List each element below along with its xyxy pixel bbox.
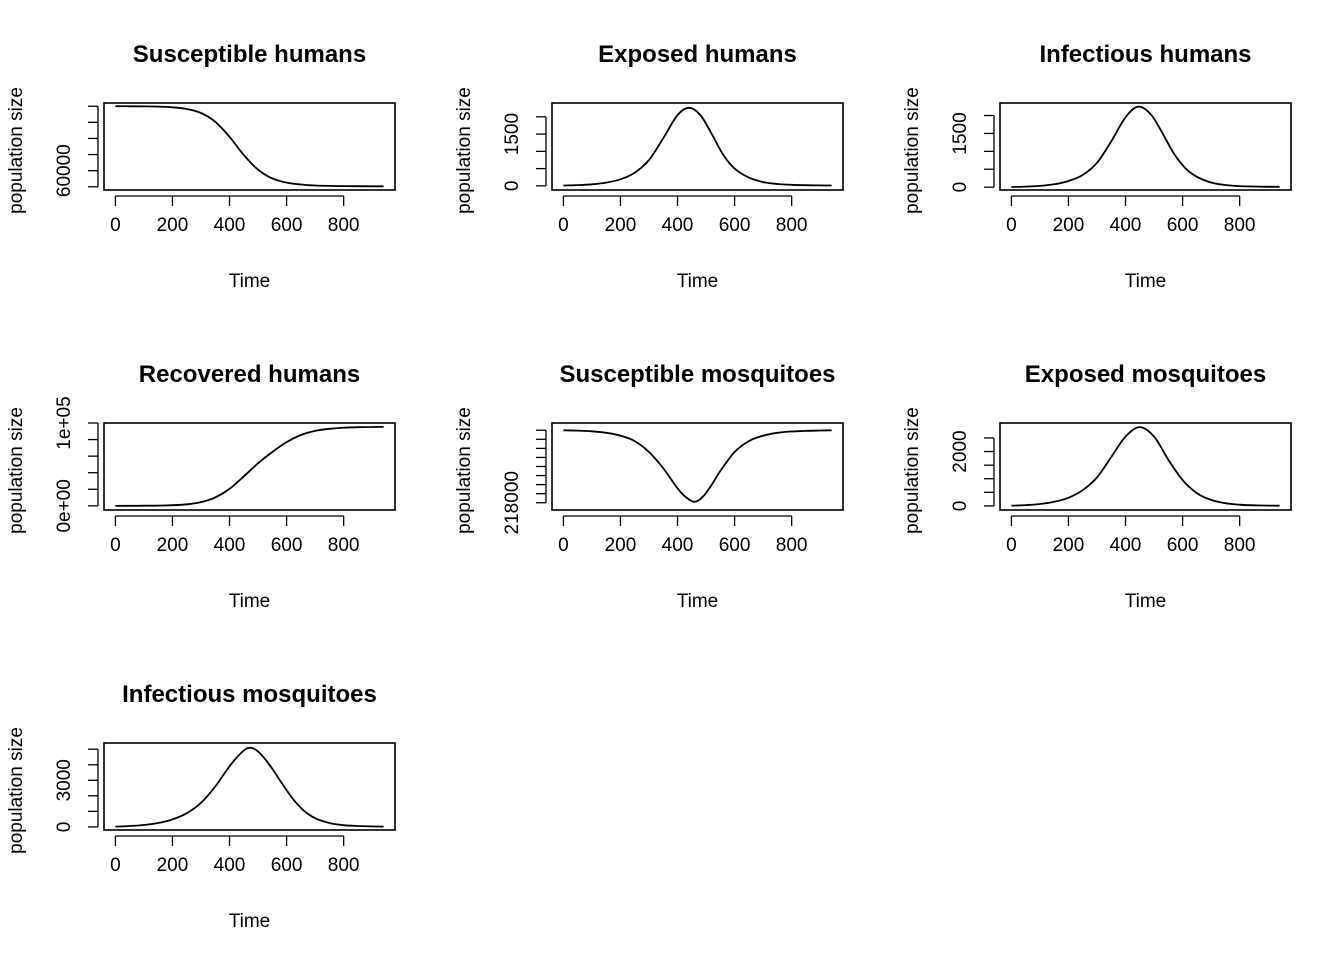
panel-5: Susceptible mosquitoes 0 200 400 600 800 21800…	[454, 361, 844, 612]
x-tick-label: 600	[1167, 535, 1199, 556]
x-tick-label: 200	[605, 215, 637, 236]
x-tick-label: 200	[1053, 215, 1085, 236]
x-tick-label: 0	[110, 535, 121, 556]
series-line	[563, 429, 832, 503]
x-axis-label: Time	[677, 591, 719, 612]
plot-frame	[103, 102, 396, 191]
x-tick-label: 400	[214, 855, 246, 876]
panel-title: Exposed mosquitoes	[1025, 361, 1266, 388]
panel-7: Infectious mosquitoes 0 200 400 600 800 0 3000 T…	[6, 681, 396, 932]
panel-3: Infectious humans 0 200 400 600 800 0 1500 Time p…	[902, 41, 1292, 292]
panel-title: Susceptible humans	[133, 41, 366, 68]
x-tick-label: 600	[271, 855, 303, 876]
panel-title: Susceptible mosquitoes	[559, 361, 835, 388]
x-tick-label: 800	[776, 215, 808, 236]
panel-4: Recovered humans 0 200 400 600 800 0e+00 1e+05 T…	[6, 361, 396, 612]
y-axis-label: population size	[454, 87, 475, 214]
panel-2: Exposed humans 0 200 400 600 800 0 1500 Time popu…	[454, 41, 844, 292]
x-axis-label: Time	[229, 271, 271, 292]
x-tick-label: 400	[662, 535, 694, 556]
series-line	[1011, 426, 1280, 507]
panel-title: Infectious mosquitoes	[122, 681, 377, 708]
y-tick-label: 218000	[502, 471, 523, 534]
x-tick-label: 0	[1006, 215, 1017, 236]
x-axis-label: Time	[677, 271, 719, 292]
plot-frame	[103, 422, 396, 511]
x-tick-label: 800	[1224, 215, 1256, 236]
x-axis-label: Time	[1125, 271, 1167, 292]
y-axis-label: population size	[6, 407, 27, 534]
y-tick-label: 60000	[54, 144, 75, 197]
x-tick-label: 600	[1167, 215, 1199, 236]
y-tick-label: 3000	[54, 759, 75, 801]
series-line	[115, 105, 384, 188]
x-tick-label: 200	[157, 215, 189, 236]
panel-title: Infectious humans	[1039, 41, 1251, 68]
x-tick-label: 600	[719, 215, 751, 236]
plot-frame	[551, 102, 844, 191]
x-axis-label: Time	[229, 911, 271, 932]
x-tick-label: 800	[328, 855, 360, 876]
x-tick-label: 0	[1006, 535, 1017, 556]
plot-frame	[999, 102, 1292, 191]
plot-frame	[103, 742, 396, 831]
y-tick-label: 1500	[950, 112, 971, 154]
y-tick-label: 0	[950, 182, 971, 193]
x-tick-label: 200	[157, 855, 189, 876]
x-tick-label: 400	[214, 215, 246, 236]
x-tick-label: 200	[1053, 535, 1085, 556]
panel-6: Exposed mosquitoes 0 200 400 600 800 0 2000 Time…	[902, 361, 1292, 612]
x-tick-label: 0	[110, 855, 121, 876]
x-tick-label: 200	[157, 535, 189, 556]
x-tick-label: 400	[214, 535, 246, 556]
y-tick-label: 0	[950, 501, 971, 512]
y-tick-label: 1e+05	[54, 396, 75, 449]
x-tick-label: 0	[558, 535, 569, 556]
x-axis-label: Time	[229, 591, 271, 612]
x-axis-label: Time	[1125, 591, 1167, 612]
x-tick-label: 600	[719, 535, 751, 556]
plot-frame	[999, 422, 1292, 511]
series-line	[115, 746, 384, 828]
y-tick-label: 0e+00	[54, 479, 75, 532]
x-tick-label: 200	[605, 535, 637, 556]
y-axis-label: population size	[6, 87, 27, 214]
plot-frame	[551, 422, 844, 511]
x-tick-label: 800	[328, 535, 360, 556]
x-tick-label: 0	[558, 215, 569, 236]
x-tick-label: 800	[328, 215, 360, 236]
x-tick-label: 400	[1110, 215, 1142, 236]
y-axis-label: population size	[6, 727, 27, 854]
x-tick-label: 0	[110, 215, 121, 236]
y-axis-label: population size	[902, 87, 923, 214]
panel-title: Exposed humans	[598, 41, 797, 68]
x-tick-label: 400	[1110, 535, 1142, 556]
y-axis-label: population size	[902, 407, 923, 534]
y-tick-label: 0	[54, 822, 75, 833]
series-line	[115, 426, 384, 507]
panel-title: Recovered humans	[139, 361, 360, 388]
x-tick-label: 600	[271, 535, 303, 556]
y-tick-label: 1500	[502, 113, 523, 155]
series-line	[563, 106, 832, 187]
x-tick-label: 800	[1224, 535, 1256, 556]
series-line	[1011, 105, 1280, 188]
x-tick-label: 600	[271, 215, 303, 236]
y-axis-label: population size	[454, 407, 475, 534]
x-tick-label: 800	[776, 535, 808, 556]
y-tick-label: 0	[502, 181, 523, 192]
panel-1: Susceptible humans 0 200 400 600 800 60000 Time…	[6, 41, 396, 292]
y-tick-label: 2000	[950, 430, 971, 472]
x-tick-label: 400	[662, 215, 694, 236]
